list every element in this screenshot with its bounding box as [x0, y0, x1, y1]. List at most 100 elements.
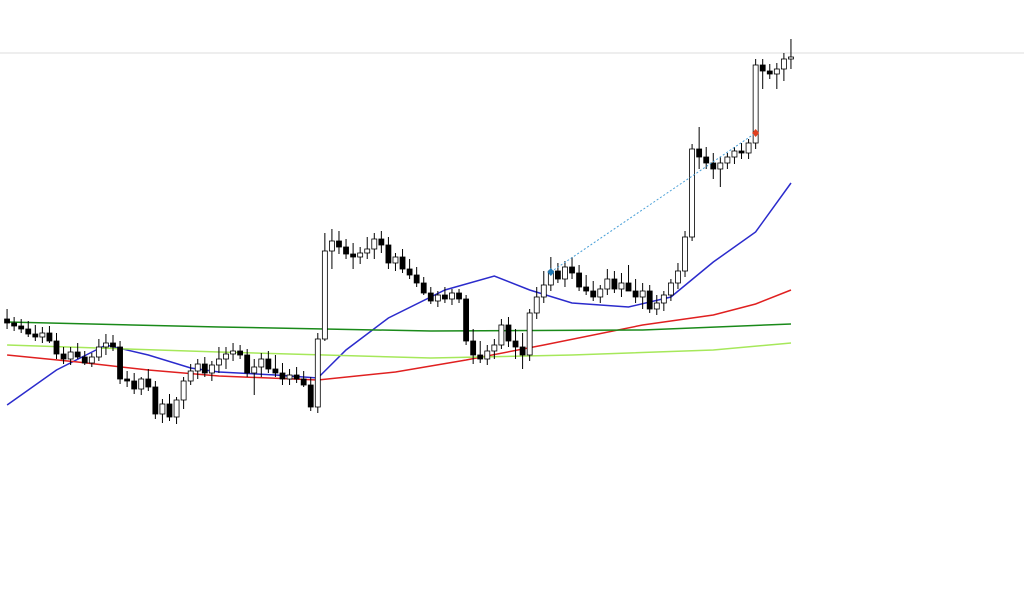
candle-body [103, 342, 109, 348]
candle-body [526, 312, 533, 356]
candle-body [251, 366, 258, 374]
candle-body [166, 403, 173, 418]
candle-body [399, 256, 406, 270]
candle-body [540, 284, 547, 298]
candle-body [244, 354, 251, 374]
candle-body [74, 351, 81, 358]
candle-body [420, 282, 427, 294]
candle-body [491, 344, 498, 352]
candle-body [67, 351, 74, 360]
candle-body [413, 274, 420, 284]
candle-body [392, 256, 399, 264]
candle-body [159, 403, 166, 415]
candle-body [293, 374, 300, 380]
candle-body [18, 325, 25, 330]
candle-body [180, 380, 187, 401]
moving-average [7, 289, 792, 381]
candle-body [562, 266, 568, 280]
candle-body [555, 270, 561, 280]
candle-body [646, 290, 653, 310]
candle-body [286, 374, 293, 380]
candle-body [625, 282, 632, 292]
candle-body [307, 384, 314, 408]
candle-body [145, 378, 152, 388]
candle-body [279, 372, 286, 380]
candle-body [230, 350, 236, 355]
candle-body [484, 350, 491, 360]
candle-body [152, 386, 159, 415]
candle-body [442, 294, 448, 300]
candle-body [336, 240, 342, 248]
candle-body [766, 70, 773, 75]
candle-body [95, 346, 102, 358]
signal-marker [752, 129, 760, 137]
candle-body [138, 378, 145, 390]
candle-body [470, 340, 477, 356]
candle-body [682, 236, 688, 272]
candle-body [449, 292, 455, 300]
candle-body [60, 353, 67, 360]
moving-average [7, 342, 792, 359]
candle-body [434, 294, 441, 302]
candle-body [456, 292, 462, 300]
candle-body [576, 272, 582, 288]
candle-body [519, 346, 526, 356]
candle-body [265, 358, 272, 370]
candle-body [131, 380, 138, 390]
candle-body [201, 363, 208, 374]
candle-body [187, 370, 194, 382]
candle-body [25, 328, 32, 335]
candle-body [717, 162, 724, 170]
candle-body [194, 363, 201, 372]
candle-body [639, 290, 646, 298]
candle-body [4, 318, 10, 324]
candle-body [512, 340, 519, 348]
candle-body [759, 64, 766, 72]
candle-body [773, 68, 780, 75]
candle-body [300, 378, 307, 386]
candle-body [731, 150, 738, 158]
candle-body [505, 324, 512, 342]
moving-average [7, 321, 792, 332]
candle-body [689, 148, 695, 238]
candle-body [357, 252, 364, 258]
candle-body [632, 290, 639, 298]
candle-body [653, 302, 660, 310]
candle-body [223, 353, 229, 360]
candle-body [675, 270, 681, 284]
candle-body [533, 296, 540, 314]
candle-body [88, 356, 95, 364]
candle-body [745, 142, 752, 154]
candle-body [378, 238, 385, 246]
candle-body [53, 340, 60, 355]
candle-body [427, 292, 434, 302]
candle-body [724, 156, 731, 164]
candle-body [371, 238, 378, 250]
candle-body [696, 148, 703, 158]
candle-body [667, 282, 674, 296]
candle-body [272, 368, 279, 374]
candle-body [364, 248, 371, 254]
candle-body [39, 332, 46, 338]
candle-body [604, 278, 611, 290]
candle-body [611, 278, 618, 290]
candle-body [81, 356, 88, 364]
candle-body [780, 58, 787, 70]
candle-body [237, 350, 244, 356]
candle-body [618, 282, 625, 290]
candle-body [590, 290, 597, 298]
candle-body [406, 268, 413, 276]
candle-body [660, 294, 667, 304]
candle-body [329, 240, 335, 252]
candle-body [124, 378, 131, 382]
candle-body [569, 266, 575, 274]
candle-body [463, 298, 469, 342]
candle-body [208, 364, 215, 374]
candle-body [710, 162, 717, 170]
candle-body [117, 346, 123, 380]
candle-body [258, 358, 265, 368]
candle-body [752, 64, 759, 144]
candle-body [216, 358, 222, 366]
